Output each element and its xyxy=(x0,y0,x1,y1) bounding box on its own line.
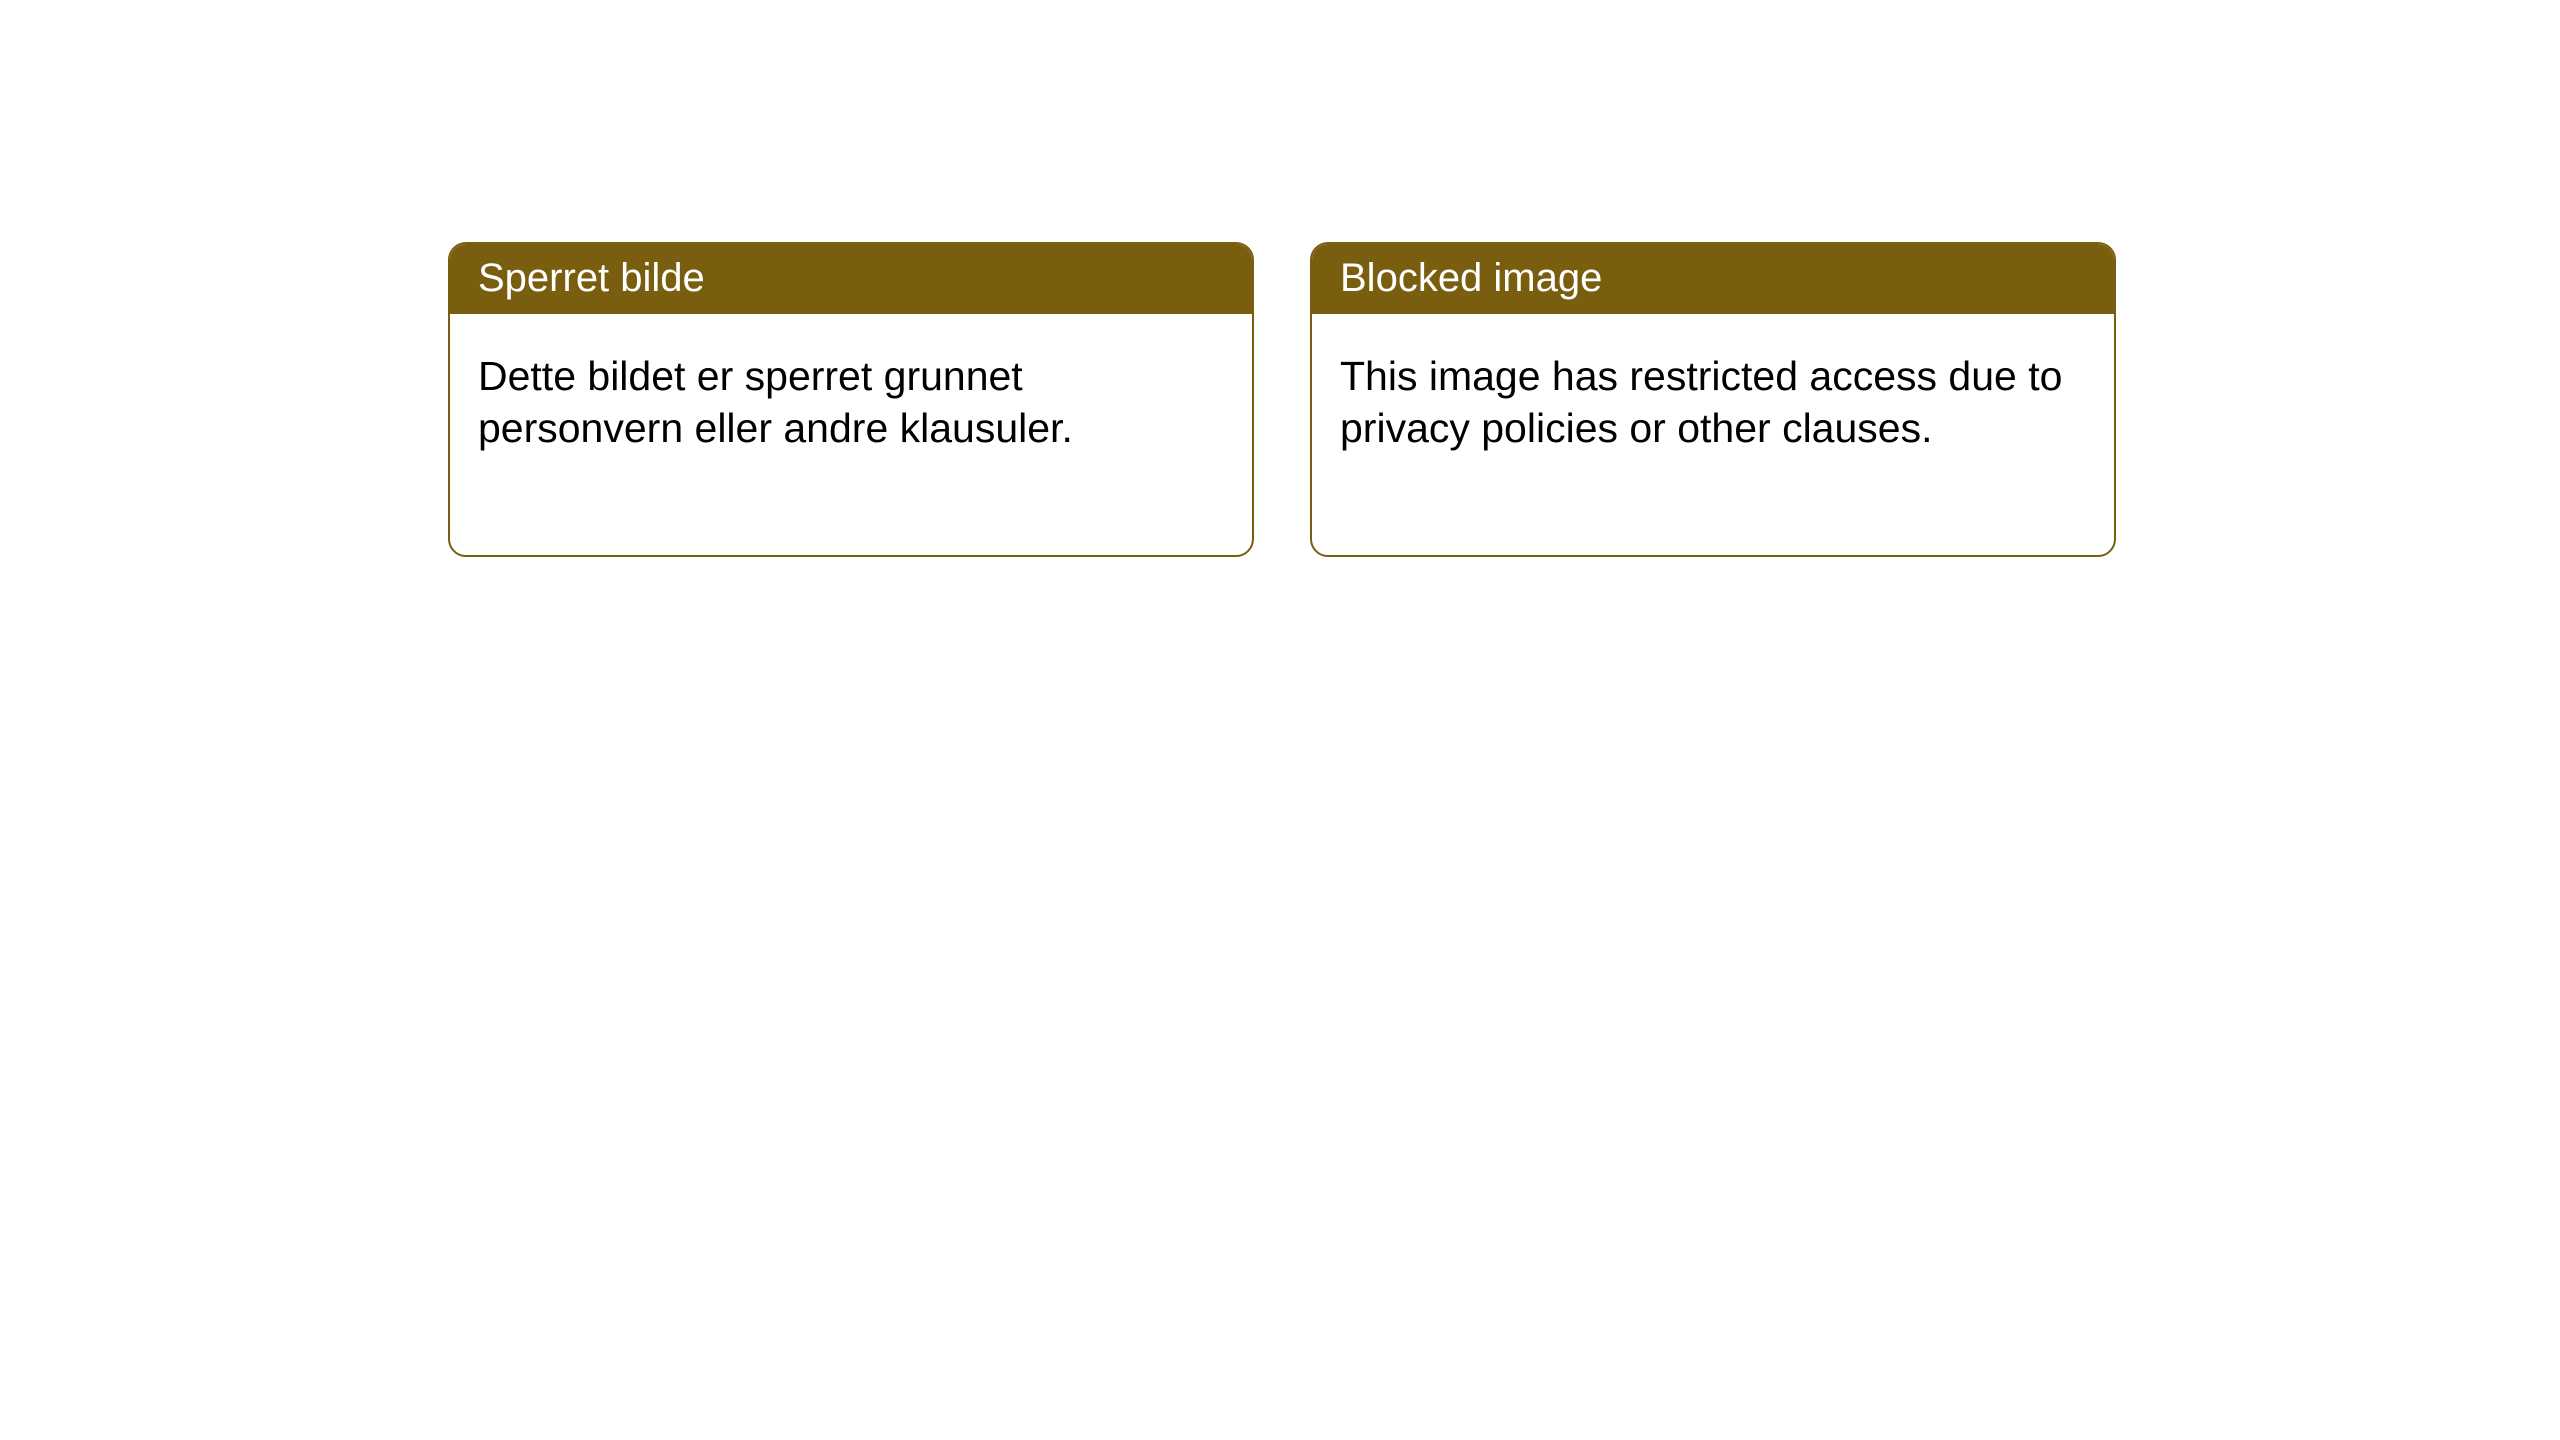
notice-body-english: This image has restricted access due to … xyxy=(1312,314,2114,555)
notice-body-norwegian: Dette bildet er sperret grunnet personve… xyxy=(450,314,1252,555)
notice-container: Sperret bilde Dette bildet er sperret gr… xyxy=(448,242,2116,557)
notice-card-norwegian: Sperret bilde Dette bildet er sperret gr… xyxy=(448,242,1254,557)
notice-header-english: Blocked image xyxy=(1312,244,2114,314)
notice-header-norwegian: Sperret bilde xyxy=(450,244,1252,314)
notice-card-english: Blocked image This image has restricted … xyxy=(1310,242,2116,557)
